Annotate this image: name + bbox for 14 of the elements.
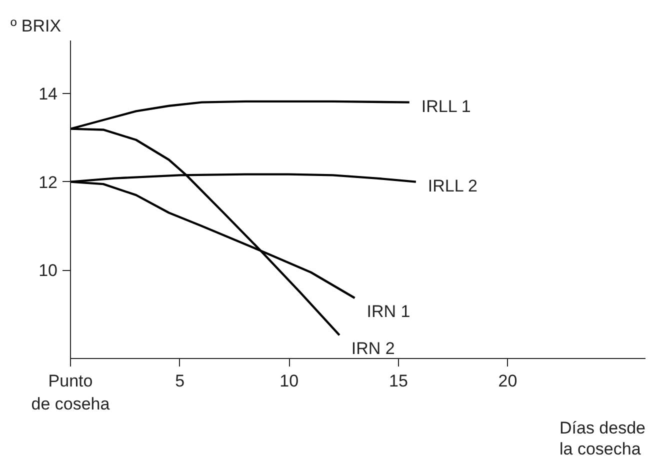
x-axis-title: Días desde la cosecha: [560, 418, 646, 458]
x-tick-label: 15: [388, 372, 408, 390]
series-label: IRN 1: [366, 302, 410, 321]
x-tick-label: 20: [498, 372, 518, 390]
series-label: IRN 2: [351, 339, 395, 358]
series-label: IRLL 1: [421, 96, 471, 116]
x-tick-label: 5: [175, 372, 185, 390]
y-tick-label: 10: [38, 261, 58, 280]
y-tick-label: 12: [38, 172, 58, 192]
x-tick-label: 10: [280, 372, 299, 390]
y-axis-title: º BRIX: [10, 16, 62, 36]
x-tick-label: Punto de coseha: [31, 372, 110, 414]
y-tick-label: 14: [38, 84, 58, 104]
series-label: IRLL 2: [428, 176, 478, 196]
